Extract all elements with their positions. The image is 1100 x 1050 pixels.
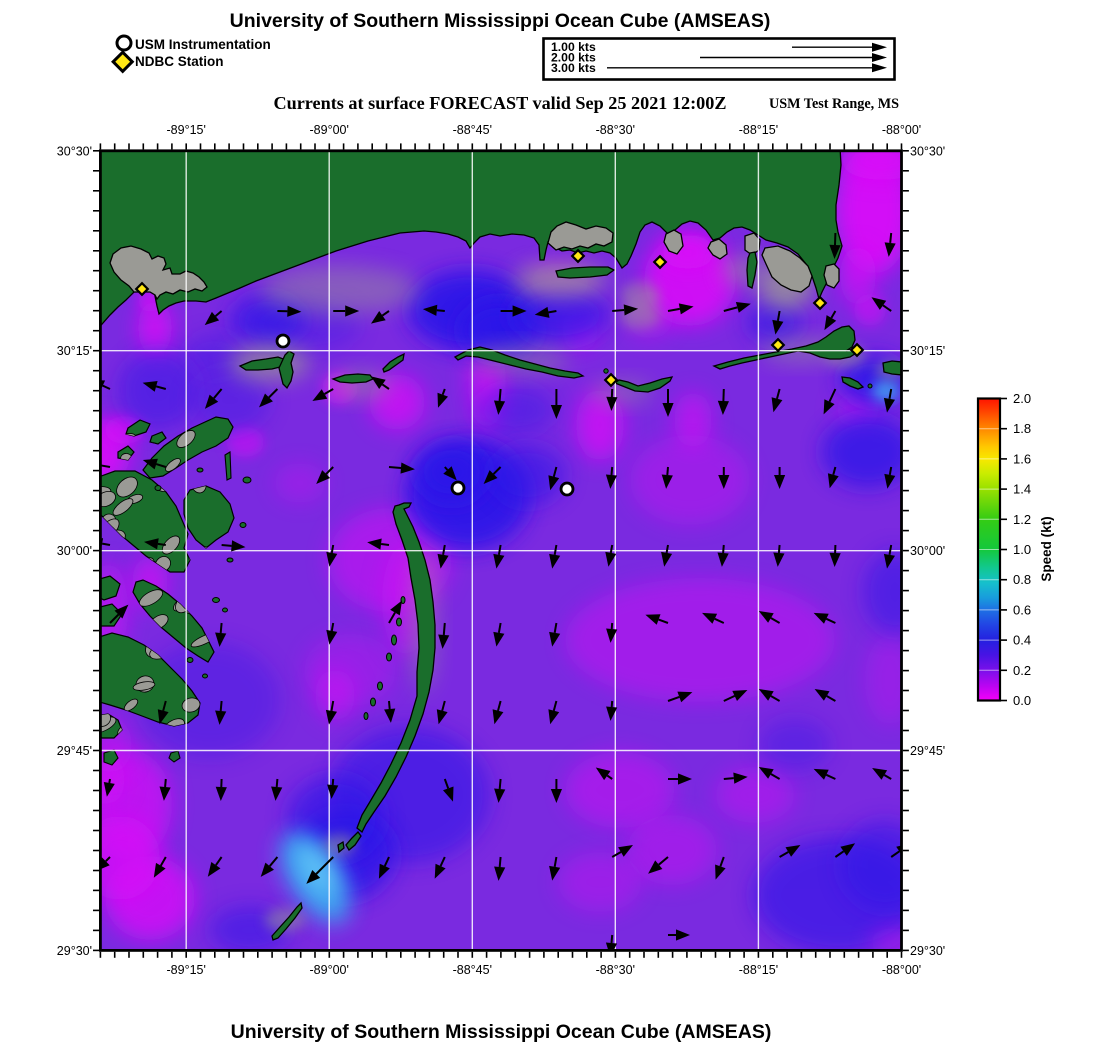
svg-text:-89°00': -89°00'	[310, 963, 349, 977]
svg-text:-89°00': -89°00'	[310, 123, 349, 137]
svg-text:2.00 kts: 2.00 kts	[551, 51, 596, 65]
svg-text:0.8: 0.8	[1013, 572, 1031, 587]
svg-text:1.0: 1.0	[1013, 542, 1031, 557]
svg-text:-88°15': -88°15'	[739, 963, 778, 977]
svg-text:-88°15': -88°15'	[739, 123, 778, 137]
svg-text:-89°15': -89°15'	[167, 963, 206, 977]
svg-text:-88°30': -88°30'	[596, 963, 635, 977]
svg-text:University of Southern Mississ: University of Southern Mississippi Ocean…	[231, 1021, 772, 1043]
svg-text:0.0: 0.0	[1013, 693, 1031, 708]
svg-text:1.8: 1.8	[1013, 421, 1031, 436]
svg-text:1.2: 1.2	[1013, 512, 1031, 527]
svg-text:29°30': 29°30'	[910, 944, 945, 958]
svg-text:1.4: 1.4	[1013, 482, 1031, 497]
svg-text:1.6: 1.6	[1013, 451, 1031, 466]
svg-text:29°45': 29°45'	[910, 744, 945, 758]
svg-text:NDBC Station: NDBC Station	[135, 54, 224, 69]
svg-text:USM Test Range, MS: USM Test Range, MS	[769, 96, 899, 112]
svg-text:29°45': 29°45'	[57, 744, 92, 758]
svg-text:30°00': 30°00'	[57, 544, 92, 558]
svg-text:30°30': 30°30'	[910, 144, 945, 158]
svg-text:-89°15': -89°15'	[167, 123, 206, 137]
svg-text:29°30': 29°30'	[57, 944, 92, 958]
svg-text:30°15': 30°15'	[910, 344, 945, 358]
svg-text:3.00 kts: 3.00 kts	[551, 61, 596, 75]
svg-text:1.00 kts: 1.00 kts	[551, 40, 596, 54]
svg-text:-88°00': -88°00'	[882, 963, 921, 977]
svg-text:Speed (kt): Speed (kt)	[1039, 516, 1054, 581]
svg-text:-88°45': -88°45'	[453, 123, 492, 137]
svg-text:University of Southern Mississ: University of Southern Mississippi Ocean…	[230, 10, 771, 32]
svg-text:0.6: 0.6	[1013, 602, 1031, 617]
svg-text:2.0: 2.0	[1013, 391, 1031, 406]
svg-text:-88°00': -88°00'	[882, 123, 921, 137]
svg-text:0.4: 0.4	[1013, 633, 1031, 648]
svg-text:30°30': 30°30'	[57, 144, 92, 158]
svg-text:USM Instrumentation: USM Instrumentation	[135, 37, 271, 52]
svg-text:30°15': 30°15'	[57, 344, 92, 358]
svg-text:30°00': 30°00'	[910, 544, 945, 558]
svg-text:-88°45': -88°45'	[453, 963, 492, 977]
svg-text:-88°30': -88°30'	[596, 123, 635, 137]
svg-text:0.2: 0.2	[1013, 663, 1031, 678]
svg-text:Currents at surface FORECAST v: Currents at surface FORECAST valid Sep 2…	[273, 93, 726, 113]
